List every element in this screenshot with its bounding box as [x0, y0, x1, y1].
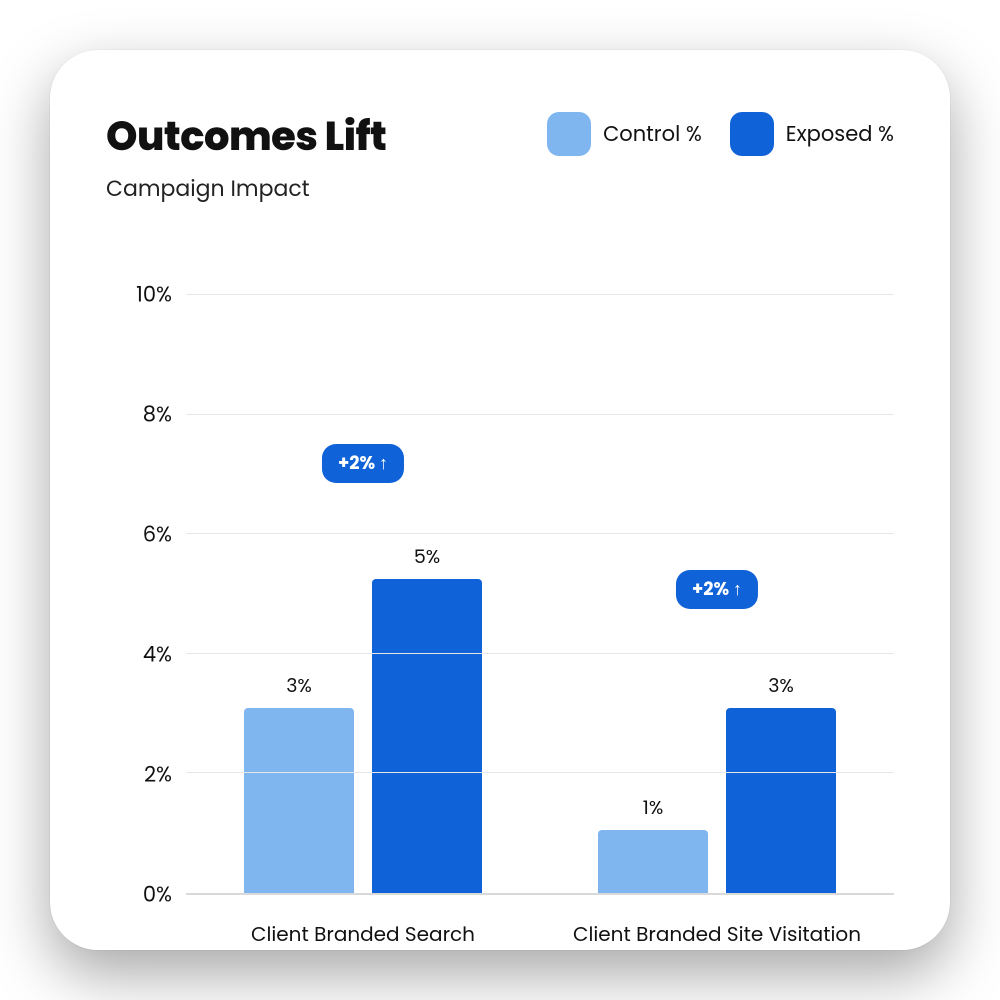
y-tick-label: 0% [143, 880, 172, 911]
bar-wrap: 5% [372, 295, 482, 893]
legend-swatch-exposed [730, 112, 774, 156]
bar-value-label: 1% [643, 793, 664, 822]
gridline [186, 533, 894, 534]
y-tick-label: 10% [136, 280, 172, 311]
legend-item-exposed: Exposed % [730, 112, 894, 156]
legend-label-exposed: Exposed % [786, 119, 894, 150]
legend-item-control: Control % [547, 112, 702, 156]
bar-wrap: 3% [244, 295, 354, 893]
bar-groups: 3% 5% +2% ↑ 1% 3% +2% ↑ [186, 295, 894, 893]
y-tick-label: 8% [143, 400, 172, 431]
bar-group: 3% 5% +2% ↑ [186, 295, 540, 893]
legend: Control % Exposed % [547, 112, 894, 156]
chart-title: Outcomes Lift [106, 106, 386, 166]
bar [372, 579, 482, 893]
header: Outcomes Lift Campaign Impact Control % … [106, 106, 894, 205]
gridline [186, 772, 894, 773]
gridline [186, 653, 894, 654]
bar [598, 830, 708, 893]
bar-value-label: 3% [768, 671, 794, 700]
x-tick-label: Client Branded Search [186, 919, 540, 949]
bar [726, 708, 836, 893]
lift-badge: +2% ↑ [676, 570, 758, 609]
title-block: Outcomes Lift Campaign Impact [106, 106, 386, 205]
x-tick-label: Client Branded Site Visitation [540, 919, 894, 949]
y-tick-label: 2% [144, 760, 172, 791]
bar-value-label: 3% [286, 671, 312, 700]
x-axis-labels: Client Branded SearchClient Branded Site… [186, 919, 894, 949]
bar-value-label: 5% [414, 542, 440, 571]
bar-group: 1% 3% +2% ↑ [540, 295, 894, 893]
chart-card: Outcomes Lift Campaign Impact Control % … [50, 50, 950, 950]
legend-swatch-control [547, 112, 591, 156]
chart-subtitle: Campaign Impact [106, 172, 386, 205]
plot-area: 3% 5% +2% ↑ 1% 3% +2% ↑ [186, 295, 894, 895]
gridline [186, 294, 894, 295]
y-tick-label: 6% [143, 520, 172, 551]
y-axis: 0%2%4%6%8%10% [106, 295, 186, 895]
gridline [186, 414, 894, 415]
bar [244, 708, 354, 893]
legend-label-control: Control % [603, 119, 702, 150]
lift-badge: +2% ↑ [322, 444, 404, 483]
chart-area: 0%2%4%6%8%10% 3%5%+2% ↑1%3%+2% ↑ [106, 295, 894, 895]
y-tick-label: 4% [143, 640, 172, 671]
